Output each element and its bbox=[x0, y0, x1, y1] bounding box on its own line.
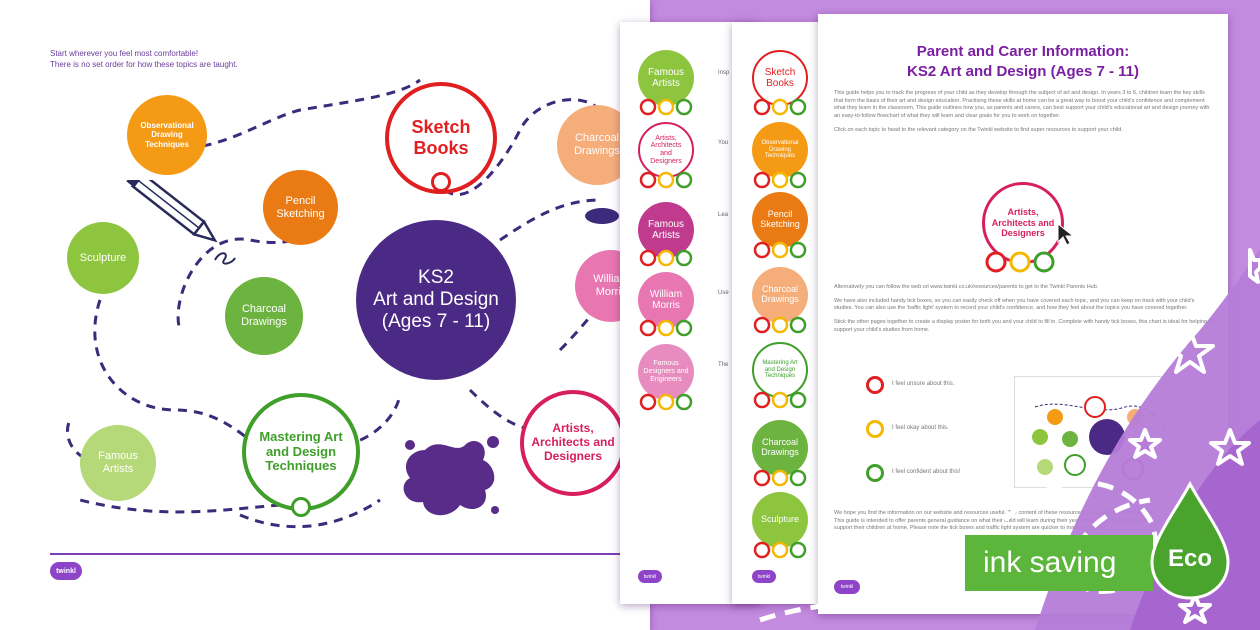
legend-red-circle[interactable] bbox=[866, 376, 884, 394]
tick-circle[interactable] bbox=[291, 497, 311, 517]
node-artists-label: Artists, Architects and Designers bbox=[531, 421, 615, 463]
p2-node-artists-architects[interactable]: Artists, Architects and Designers bbox=[638, 122, 694, 178]
node-artists-architects[interactable]: Artists, Architects and Designers bbox=[520, 390, 626, 496]
p3-twinkl-logo: twinkl bbox=[752, 570, 776, 583]
legend-confident: I feel confident about this! bbox=[892, 469, 961, 475]
star-icon bbox=[1178, 593, 1212, 624]
ink-saving-label: ink saving bbox=[983, 546, 1117, 579]
intro-line-1: Start wherever you feel most comfortable… bbox=[50, 49, 199, 58]
star-icon bbox=[1209, 428, 1251, 466]
p2-snippet-4: Use bbox=[718, 290, 729, 296]
node-sculpture[interactable]: Sculpture bbox=[67, 222, 139, 294]
info-para-3: Alternatively you can follow the web url… bbox=[834, 284, 1099, 290]
info-para-6: We hope you find the information on our … bbox=[834, 510, 1157, 532]
node-pencil-sketching[interactable]: Pencil Sketching bbox=[263, 170, 338, 245]
node-charcoal-left-label: Charcoal Drawings bbox=[241, 303, 287, 328]
info-body-bottom: We hope you find the information on our … bbox=[834, 510, 1164, 539]
p2-snippet-2: You bbox=[718, 140, 729, 146]
intro-text: Start wherever you feel most comfortable… bbox=[50, 48, 238, 70]
tick-circle[interactable] bbox=[431, 172, 451, 192]
p2-traffic-lights bbox=[639, 98, 693, 411]
node-sculpture-label: Sculpture bbox=[79, 251, 127, 264]
info-title: Parent and Carer Information: KS2 Art an… bbox=[818, 42, 1228, 83]
eco-label: Eco bbox=[1167, 545, 1212, 572]
p3-node-pencil[interactable]: Pencil Sketching bbox=[752, 192, 808, 248]
cursor-icon bbox=[1057, 222, 1075, 246]
star-icon bbox=[1248, 248, 1260, 284]
center-line-3: (Ages 7 - 11) bbox=[381, 310, 491, 332]
p3-node-sketch-books[interactable]: Sketch Books bbox=[752, 50, 808, 106]
eco-drop-icon bbox=[1150, 480, 1230, 600]
node-charcoal-right-label: Charcoal Drawings bbox=[574, 132, 620, 157]
star-icon bbox=[1165, 328, 1215, 374]
center-line-1: KS2 bbox=[418, 267, 454, 289]
example-traffic-lights bbox=[985, 251, 1055, 273]
node-pencil-label: Pencil Sketching bbox=[276, 194, 325, 220]
pencil-icon bbox=[126, 180, 236, 265]
paint-splat-icon bbox=[403, 436, 499, 516]
p3-node-charcoal[interactable]: Charcoal Drawings bbox=[752, 267, 808, 323]
p2-node-famous-designers[interactable]: Famous Designers and Engineers bbox=[638, 344, 694, 400]
node-charcoal-drawings[interactable]: Charcoal Drawings bbox=[225, 277, 303, 355]
legend-okay: I feel okay about this. bbox=[892, 425, 949, 431]
node-william-label: William Morris bbox=[593, 273, 629, 298]
center-title-node[interactable]: KS2 Art and Design (Ages 7 - 11) bbox=[356, 220, 516, 380]
node-observational-label: Observational Drawing Techniques bbox=[140, 121, 194, 149]
intro-line-2: There is no set order for how these topi… bbox=[50, 60, 238, 70]
p3-traffic-lights bbox=[753, 98, 807, 559]
p2-snippet-3: Lea bbox=[718, 212, 729, 218]
info-twinkl-logo: twinkl bbox=[834, 580, 860, 594]
center-line-2: Art and Design bbox=[373, 289, 499, 311]
p2-node-famous-artists[interactable]: Famous Artists bbox=[638, 50, 694, 106]
star-icon bbox=[1202, 233, 1228, 258]
ink-blot-icon bbox=[585, 208, 619, 224]
p2-snippet-5: The bbox=[718, 362, 729, 368]
info-para-5: Stick the other pages together to create… bbox=[834, 319, 1214, 333]
node-observational[interactable]: Observational Drawing Techniques bbox=[127, 95, 207, 175]
legend-green-circle[interactable] bbox=[866, 464, 884, 482]
node-sketch-books-label: Sketch Books bbox=[411, 117, 471, 158]
info-para-2: Click on each topic to head to the relev… bbox=[834, 126, 1123, 133]
poster-page: Start wherever you feel most comfortable… bbox=[0, 0, 650, 630]
legend-unsure: I feel unsure about this. bbox=[892, 381, 955, 387]
p2-snippet-1: Insp bbox=[718, 70, 730, 76]
p3-node-observational[interactable]: Observational Drawing Techniques bbox=[752, 122, 808, 178]
info-title-line-2: KS2 Art and Design (Ages 7 - 11) bbox=[906, 63, 1139, 81]
p2-node-william-morris[interactable]: William Morris bbox=[638, 272, 694, 328]
info-body-top: This guide helps you to track the progre… bbox=[834, 90, 1214, 140]
info-para-4: We have also included handy tick boxes, … bbox=[834, 297, 1195, 312]
p2-twinkl-logo: twinkl bbox=[638, 570, 662, 583]
info-title-line-1: Parent and Carer Information: bbox=[916, 43, 1130, 60]
twinkl-logo: twinkl bbox=[50, 562, 82, 580]
node-mastering[interactable]: Mastering Art and Design Techniques bbox=[242, 393, 360, 511]
footer-line bbox=[50, 553, 630, 555]
info-body-middle: Alternatively you can follow the web url… bbox=[834, 284, 1214, 340]
node-mastering-label: Mastering Art and Design Techniques bbox=[259, 428, 343, 474]
ink-saving-badge: ink saving bbox=[965, 535, 1153, 591]
star-icon bbox=[1128, 428, 1162, 459]
node-famous-label: Famous Artists bbox=[98, 450, 138, 475]
p3-node-charcoal-2[interactable]: Charcoal Drawings bbox=[752, 420, 808, 476]
p2-node-famous-artists-2[interactable]: Famous Artists bbox=[638, 202, 694, 258]
node-famous-artists[interactable]: Famous Artists bbox=[80, 425, 156, 501]
legend-yellow-circle[interactable] bbox=[866, 420, 884, 438]
p3-node-sculpture[interactable]: Sculpture bbox=[752, 492, 808, 548]
info-para-1: This guide helps you to track the progre… bbox=[834, 90, 1210, 120]
